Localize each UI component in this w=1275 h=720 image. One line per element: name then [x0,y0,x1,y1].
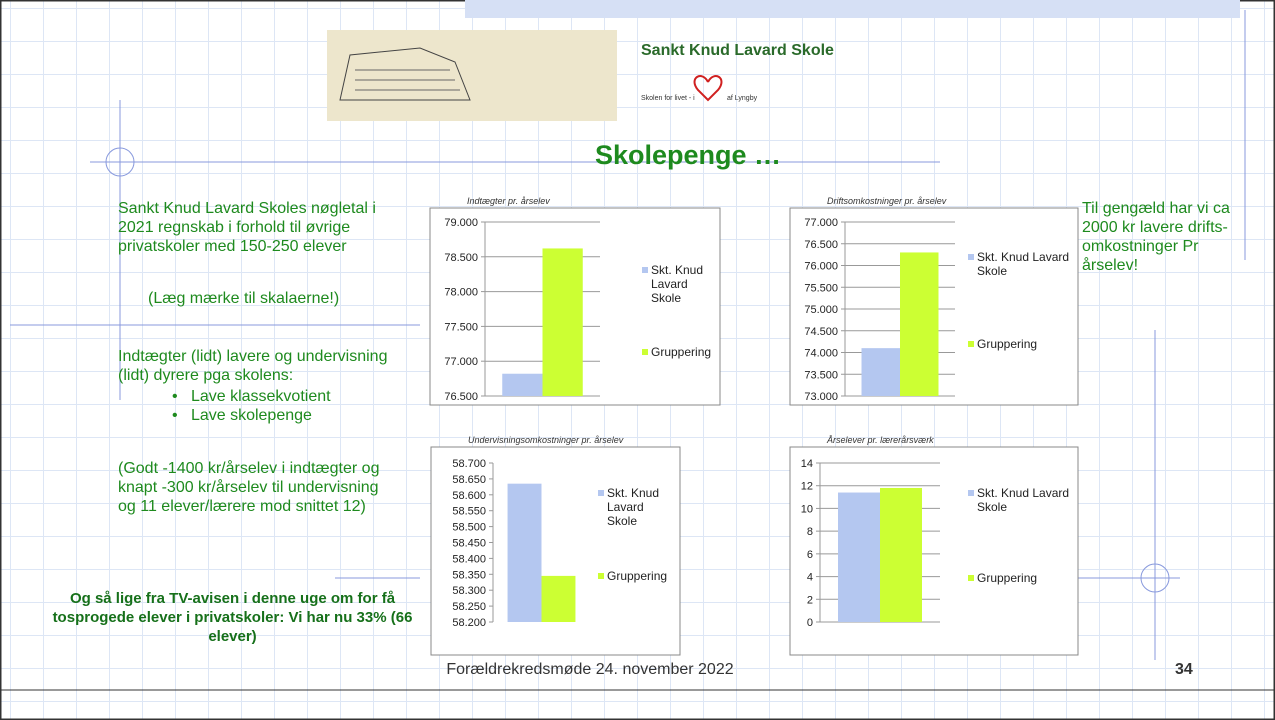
logo-tagline: Skolen for livet - i [641,95,695,102]
y-tick-label: 4 [807,572,813,584]
legend-label: Gruppering [651,345,712,359]
legend-label: Skt. Knud Lavard Skole [977,486,1070,514]
logo-title: Sankt Knud Lavard Skole [641,42,834,59]
bar [861,348,900,396]
legend-swatch [642,349,648,355]
y-tick-label: 58.600 [452,490,486,502]
y-tick-label: 58.450 [452,538,486,550]
logo-tagline: af Lyngby [727,95,758,102]
chart-title: Årselever pr. lærerårsværk [826,435,934,445]
footer: Forældrekredsmøde 24. november 2022 [446,661,734,678]
y-tick-label: 0 [807,617,813,629]
y-tick-label: 58.250 [452,601,486,613]
y-tick-label: 6 [807,549,813,561]
chart-title: Driftsomkostninger pr. årselev [827,196,947,206]
y-tick-label: 58.650 [452,474,486,486]
y-tick-label: 58.700 [452,458,486,470]
bullet: • Lave skolepenge [172,407,312,424]
highlight-text: Og så lige fra TV-avisen i denne uge om … [52,590,413,645]
y-tick-label: 2 [807,594,813,606]
legend-swatch [642,267,648,273]
legend-swatch [968,575,974,581]
bar [838,492,880,622]
y-tick-label: 79.000 [444,217,478,229]
bullet-text: Lave skolepenge [190,407,312,424]
intro-text: Sankt Knud Lavard Skoles nøgletal i 2021… [118,200,376,255]
bullet-text: Lave klassekvotient [190,388,331,405]
y-tick-label: 58.350 [452,569,486,581]
note-text: (Læg mærke til skalaerne!) [148,290,340,307]
bar [880,487,922,622]
legend-label: Gruppering [977,571,1038,585]
page-number: 34 [1175,661,1193,678]
y-tick-label: 10 [801,503,813,515]
y-tick-label: 73.500 [804,369,838,381]
legend-label: Skt. Knud Lavard Skole [977,250,1070,278]
bar [542,248,583,396]
y-tick-label: 58.300 [452,585,486,597]
y-tick-label: 76.500 [804,239,838,251]
legend-label: Skt. Knud Lavard Skole [607,486,660,528]
bar [502,373,543,396]
legend-swatch [598,573,604,579]
y-tick-label: 58.400 [452,553,486,565]
bar [507,483,542,622]
reasons-text: Indtægter (lidt) lavere og undervisning … [118,348,388,384]
y-tick-label: 77.000 [444,356,478,368]
y-tick-label: 12 [801,481,813,493]
y-tick-label: 78.000 [444,287,478,299]
chart-title: Undervisningsomkostninger pr. årselev [468,435,624,445]
legend-swatch [968,254,974,260]
right-text: Til gengæld har vi ca 2000 kr lavere dri… [1082,200,1230,274]
y-tick-label: 76.000 [804,261,838,273]
y-tick-label: 58.200 [452,617,486,629]
bar [541,575,576,622]
legend-swatch [968,341,974,347]
chart-title: Indtægter pr. årselev [467,196,550,206]
y-tick-label: 76.500 [444,391,478,403]
legend-label: Gruppering [607,569,668,583]
y-tick-label: 58.500 [452,522,486,534]
legend-label: Gruppering [977,337,1038,351]
detail-text: (Godt -1400 kr/årselev i indtægter og kn… [118,460,380,515]
bullet: • Lave klassekvotient [172,388,331,405]
y-tick-label: 77.500 [444,321,478,333]
y-tick-label: 75.000 [804,304,838,316]
chart-frame [789,446,1079,656]
y-tick-label: 74.500 [804,326,838,338]
y-tick-label: 78.500 [444,252,478,264]
bar [900,252,939,396]
legend-label: Skt. Knud Lavard Skole [651,263,704,305]
y-tick-label: 14 [801,458,813,470]
legend-swatch [968,490,974,496]
y-tick-label: 75.500 [804,282,838,294]
y-tick-label: 74.000 [804,348,838,360]
legend-swatch [598,490,604,496]
y-tick-label: 58.550 [452,506,486,518]
y-tick-label: 8 [807,526,813,538]
slide-title: Skolepenge … [594,140,782,170]
y-tick-label: 77.000 [804,217,838,229]
y-tick-label: 73.000 [804,391,838,403]
